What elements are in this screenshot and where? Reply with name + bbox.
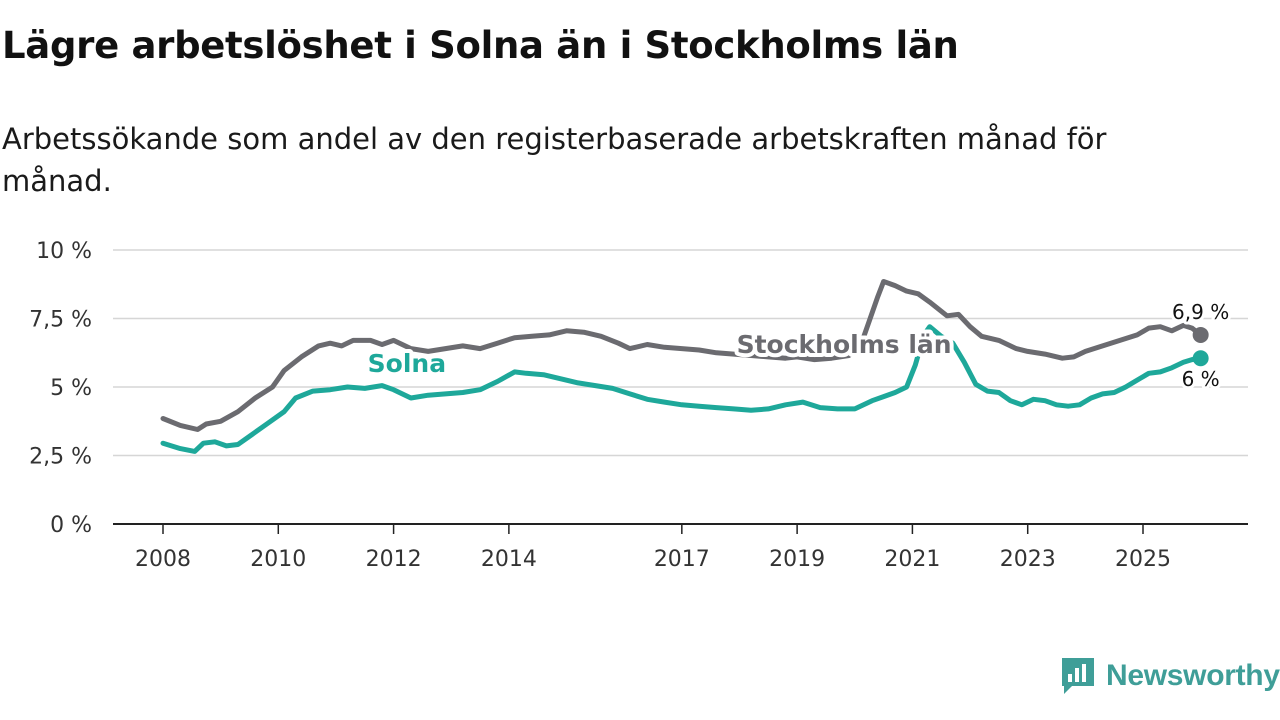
end-value-label-stockholms-l-n: 6,9 % (1172, 300, 1229, 324)
newsworthy-chart-icon (1062, 658, 1094, 694)
series-label-solna: Solna (368, 349, 446, 378)
x-tick-label: 2014 (481, 547, 537, 572)
series-end-dot-solna (1192, 350, 1209, 367)
end-value-label-solna: 6 % (1182, 367, 1220, 391)
x-axis-ticks: 2008 2010 2012 2014 2017 2019 2021 2023 2025 (135, 524, 1171, 572)
x-tick-label: 2010 (250, 547, 306, 572)
chart-title: Lägre arbetslöshet i Solna än i Stockhol… (2, 24, 959, 67)
end-value-halo-stockholms-l-n: 6,9 % (1172, 300, 1229, 324)
series-label-halo-solna: Solna (368, 349, 446, 378)
x-tick-label: 2012 (366, 547, 422, 572)
series-line-stockholms-l-n (160, 279, 1204, 432)
y-tick-label: 10 % (36, 239, 92, 264)
x-tick-label: 2017 (654, 547, 710, 572)
series-label-halo-stockholms-l-n: Stockholms län (737, 330, 952, 359)
end-value-halo-solna: 6 % (1182, 367, 1220, 391)
series-end-dot-stockholms-l-n (1192, 326, 1209, 343)
x-tick-label: 2025 (1115, 547, 1171, 572)
y-tick-label: 5 % (50, 376, 92, 401)
y-tick-label: 0 % (50, 513, 92, 538)
brand-name: Newsworthy (1106, 659, 1280, 692)
series-label-stockholms-l-n: Stockholms län (737, 330, 952, 359)
y-tick-label: 7,5 % (29, 308, 92, 333)
series-line-solna (160, 324, 1204, 454)
chart-subtitle: Arbetssökande som andel av den registerb… (2, 122, 1107, 198)
newsworthy-logo: Newsworthy (1060, 656, 1280, 696)
y-axis-ticks: 0 % 2,5 % 5 % 7,5 % 10 % (29, 239, 92, 538)
grid-lines (113, 249, 1248, 457)
x-tick-label: 2019 (769, 547, 825, 572)
x-tick-label: 2021 (884, 547, 940, 572)
x-tick-label: 2023 (1000, 547, 1056, 572)
y-tick-label: 2,5 % (29, 445, 92, 470)
series-lines (160, 279, 1209, 454)
x-tick-label: 2008 (135, 547, 191, 572)
